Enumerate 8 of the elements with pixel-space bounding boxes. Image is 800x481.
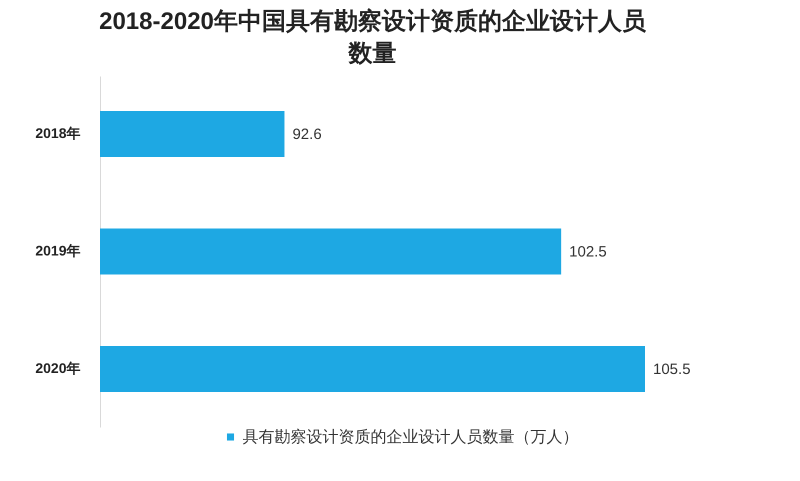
data-label: 102.5: [569, 244, 607, 260]
y-tick-label: 2018年: [35, 125, 80, 142]
data-label: 105.5: [653, 360, 691, 378]
data-label: 92.6: [292, 126, 322, 144]
y-tick-label: 2020年: [35, 360, 80, 376]
chart-title: 2018-2020年中国具有勘察设计资质的企业设计人员数量: [99, 8, 647, 67]
legend-label: 具有勘察设计资质的企业设计人员数量（万人）: [242, 428, 578, 446]
y-tick-label: 2019年: [35, 242, 80, 258]
